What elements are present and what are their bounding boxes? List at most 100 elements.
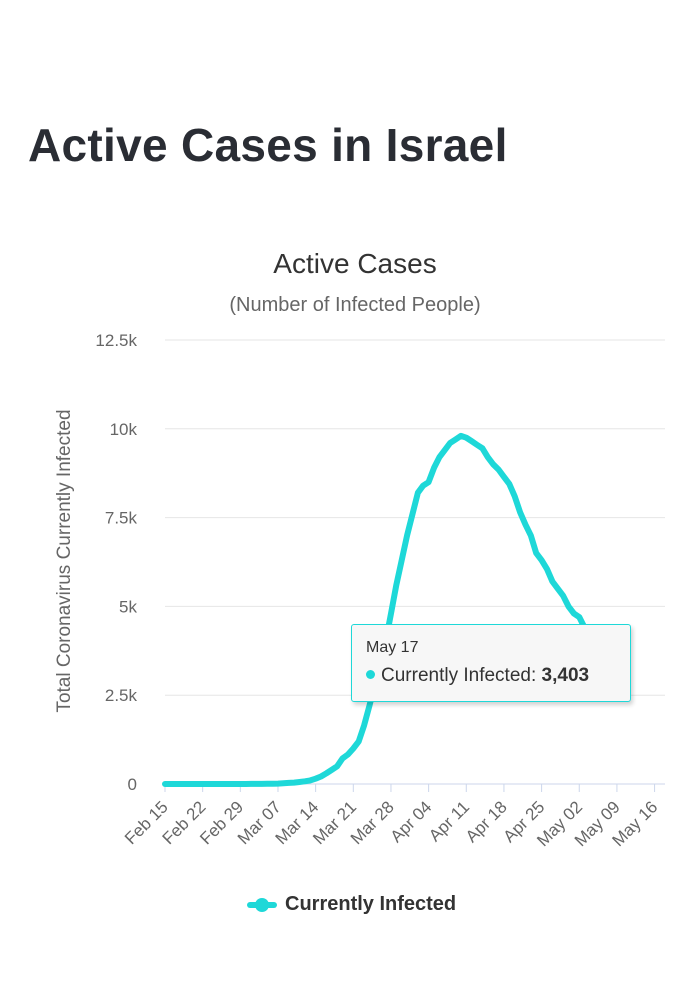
series-currently-infected[interactable] xyxy=(162,432,628,787)
gridlines xyxy=(165,339,665,785)
data-point[interactable] xyxy=(249,781,254,786)
data-point[interactable] xyxy=(216,781,221,786)
data-point[interactable] xyxy=(475,442,480,447)
data-point[interactable] xyxy=(448,441,453,446)
x-tick-label: Apr 04 xyxy=(387,797,436,846)
data-tooltip: May 17 Currently Infected: 3,403 xyxy=(351,624,631,702)
data-point[interactable] xyxy=(415,490,420,495)
chart-title: Active Cases xyxy=(273,248,436,279)
data-point[interactable] xyxy=(308,778,313,783)
data-point[interactable] xyxy=(211,781,216,786)
data-point[interactable] xyxy=(469,439,474,444)
tooltip-date: May 17 xyxy=(366,639,419,656)
data-point[interactable] xyxy=(485,455,490,460)
y-tick-label: 12.5k xyxy=(95,331,137,350)
data-point[interactable] xyxy=(561,593,566,598)
data-point[interactable] xyxy=(227,781,232,786)
data-point[interactable] xyxy=(302,779,307,784)
data-point[interactable] xyxy=(351,746,356,751)
y-tick-label: 2.5k xyxy=(105,686,138,705)
data-point[interactable] xyxy=(405,533,410,538)
data-point[interactable] xyxy=(259,781,264,786)
data-point[interactable] xyxy=(319,774,324,779)
legend-line-marker-icon xyxy=(247,897,277,912)
y-tick-label: 7.5k xyxy=(105,509,138,528)
page-title: Active Cases in Israel xyxy=(28,119,508,171)
data-point[interactable] xyxy=(432,465,437,470)
data-point[interactable] xyxy=(254,781,259,786)
data-point[interactable] xyxy=(496,467,501,472)
data-point[interactable] xyxy=(442,448,447,453)
data-point[interactable] xyxy=(518,510,523,515)
data-point[interactable] xyxy=(179,781,184,786)
data-point[interactable] xyxy=(168,781,173,786)
data-point[interactable] xyxy=(206,781,211,786)
y-axis-ticks: 0 2.5k 5k 7.5k 10k 12.5k xyxy=(95,331,137,794)
data-point[interactable] xyxy=(335,764,340,769)
data-point[interactable] xyxy=(507,481,512,486)
data-point[interactable] xyxy=(534,551,539,556)
data-point[interactable] xyxy=(480,446,485,451)
y-axis-title: Total Coronavirus Currently Infected xyxy=(54,409,75,712)
data-point[interactable] xyxy=(523,522,528,527)
data-point[interactable] xyxy=(356,739,361,744)
data-point[interactable] xyxy=(286,780,291,785)
data-point[interactable] xyxy=(437,455,442,460)
data-point[interactable] xyxy=(281,781,286,786)
data-point[interactable] xyxy=(421,483,426,488)
data-point[interactable] xyxy=(340,756,345,761)
tooltip-series-dot-icon xyxy=(366,670,375,679)
data-point[interactable] xyxy=(243,781,248,786)
x-tick-label: Apr 18 xyxy=(462,797,511,846)
data-point[interactable] xyxy=(394,583,399,588)
data-point[interactable] xyxy=(388,611,393,616)
data-point[interactable] xyxy=(173,781,178,786)
data-point[interactable] xyxy=(200,781,205,786)
data-point[interactable] xyxy=(222,781,227,786)
data-point[interactable] xyxy=(189,781,194,786)
data-point[interactable] xyxy=(265,781,270,786)
data-point[interactable] xyxy=(324,771,329,776)
tooltip-series-label: Currently Infected: xyxy=(381,665,537,686)
data-point[interactable] xyxy=(163,781,168,786)
x-tick-label: Mar 28 xyxy=(347,797,398,848)
data-point[interactable] xyxy=(313,776,318,781)
data-point[interactable] xyxy=(501,474,506,479)
data-point[interactable] xyxy=(195,781,200,786)
data-point[interactable] xyxy=(512,494,517,499)
data-point[interactable] xyxy=(292,780,297,785)
data-point[interactable] xyxy=(297,780,302,785)
y-tick-label: 0 xyxy=(128,775,137,794)
data-point[interactable] xyxy=(577,615,582,620)
data-point[interactable] xyxy=(464,435,469,440)
data-point[interactable] xyxy=(345,752,350,757)
data-point[interactable] xyxy=(458,433,463,438)
chart-subtitle: (Number of Infected People) xyxy=(229,294,480,316)
tooltip-value: 3,403 xyxy=(541,665,590,686)
data-point[interactable] xyxy=(453,437,458,442)
data-point[interactable] xyxy=(275,781,280,786)
data-point[interactable] xyxy=(410,512,415,517)
data-point[interactable] xyxy=(539,558,544,563)
data-point[interactable] xyxy=(426,480,431,485)
data-point[interactable] xyxy=(399,558,404,563)
data-point[interactable] xyxy=(544,567,549,572)
data-point[interactable] xyxy=(555,586,560,591)
data-point[interactable] xyxy=(367,703,372,708)
data-point[interactable] xyxy=(491,462,496,467)
data-point[interactable] xyxy=(566,604,571,609)
data-point[interactable] xyxy=(232,781,237,786)
legend-label: Currently Infected xyxy=(285,893,457,915)
data-point[interactable] xyxy=(550,579,555,584)
series-line xyxy=(162,432,615,787)
data-point[interactable] xyxy=(528,533,533,538)
data-point[interactable] xyxy=(184,781,189,786)
data-point[interactable] xyxy=(362,723,367,728)
data-point[interactable] xyxy=(571,611,576,616)
data-point[interactable] xyxy=(329,767,334,772)
data-point[interactable] xyxy=(238,781,243,786)
data-point[interactable] xyxy=(270,781,275,786)
legend-item-currently-infected[interactable]: Currently Infected xyxy=(247,893,456,916)
